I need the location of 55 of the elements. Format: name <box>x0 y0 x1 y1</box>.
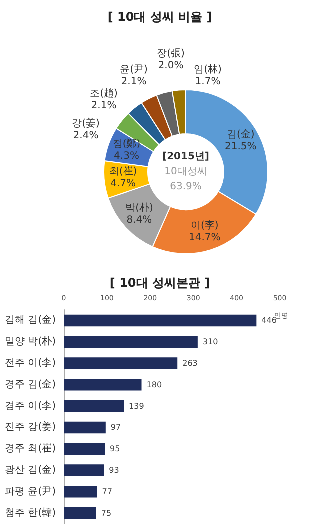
data-label: 1.7% <box>195 76 221 88</box>
bar <box>64 422 106 434</box>
bar <box>64 464 104 476</box>
data-label: 21.5% <box>224 142 257 153</box>
data-label: 75 <box>101 508 112 518</box>
slice-label: 윤(尹) <box>120 64 148 76</box>
chart-title: [ 10대 성씨 비율 ] <box>108 10 212 24</box>
slice-label: 최(崔) <box>109 166 138 178</box>
text: 63.9% <box>170 182 202 192</box>
slice-label: 조(趙) <box>90 88 118 100</box>
bar <box>64 400 124 412</box>
data-label: 139 <box>129 402 144 411</box>
bar <box>64 379 142 391</box>
data-label: 2.1% <box>121 76 147 88</box>
y-tick-label: 광산 김(金) <box>5 464 56 476</box>
bar <box>64 314 257 327</box>
y-tick-label: 파평 윤(尹) <box>5 486 56 498</box>
y-tick-label: 경주 김(金) <box>5 378 56 390</box>
y-tick-label: 청주 한(韓) <box>5 506 56 519</box>
slice-label: 김(金) <box>226 128 255 141</box>
data-label: 446 <box>262 316 277 326</box>
y-tick-label: 전주 이(李) <box>5 357 56 369</box>
y-tick-label: 김해 김(金) <box>5 314 56 326</box>
data-label: 2.4% <box>73 130 99 142</box>
slice-label: 정(鄭) <box>112 138 141 150</box>
chart-title: [ 10대 성씨본관 ] <box>110 276 210 290</box>
y-tick-label: 밀양 박(朴) <box>5 336 56 348</box>
data-label: 97 <box>110 423 122 432</box>
data-label: 180 <box>146 380 162 390</box>
slice-label: 임(林) <box>194 64 222 76</box>
slice-label: 이(李) <box>191 220 219 232</box>
bar <box>64 507 96 520</box>
data-label: 4.3% <box>114 151 140 162</box>
text: [2015년] <box>162 152 210 162</box>
y-tick-label: 경주 최(崔) <box>5 442 56 455</box>
y-tick-label: 경주 이(李) <box>5 400 56 412</box>
slice-label: 장(張) <box>157 48 185 60</box>
data-label: 14.7% <box>189 232 221 244</box>
data-label: 2.1% <box>91 100 117 112</box>
data-label: 2.0% <box>158 60 184 72</box>
bar <box>64 443 106 455</box>
bar <box>64 358 178 370</box>
data-label: 310 <box>202 338 218 347</box>
data-label: 8.4% <box>126 214 152 226</box>
slice-label: 강(姜) <box>72 118 100 130</box>
data-label: 95 <box>110 444 120 454</box>
text: 10대성씨 <box>164 166 208 178</box>
data-label: 77 <box>102 487 112 496</box>
slice-label: 박(朴) <box>126 202 154 214</box>
data-label: 263 <box>182 359 198 368</box>
data-label: 93 <box>109 466 120 475</box>
bar <box>64 486 98 498</box>
data-label: 4.7% <box>110 178 136 190</box>
y-tick-label: 진주 강(姜) <box>5 421 56 434</box>
bar <box>64 336 198 348</box>
